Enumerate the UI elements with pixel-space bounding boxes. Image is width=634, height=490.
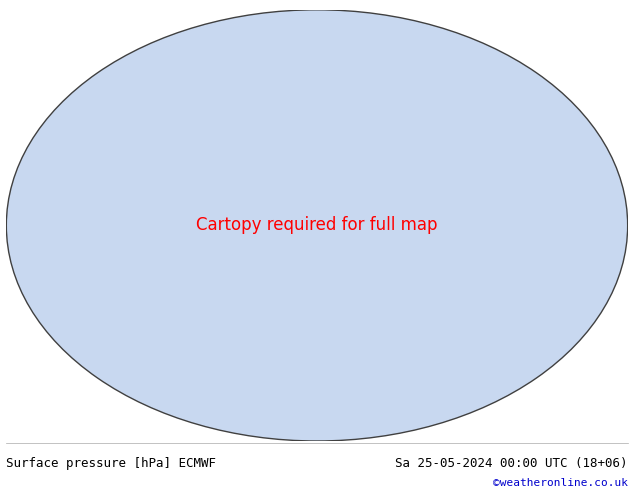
Ellipse shape bbox=[6, 10, 628, 441]
Text: Sa 25-05-2024 00:00 UTC (18+06): Sa 25-05-2024 00:00 UTC (18+06) bbox=[395, 457, 628, 469]
Text: ©weatheronline.co.uk: ©weatheronline.co.uk bbox=[493, 478, 628, 488]
Text: Cartopy required for full map: Cartopy required for full map bbox=[197, 217, 437, 234]
Text: Surface pressure [hPa] ECMWF: Surface pressure [hPa] ECMWF bbox=[6, 457, 216, 469]
